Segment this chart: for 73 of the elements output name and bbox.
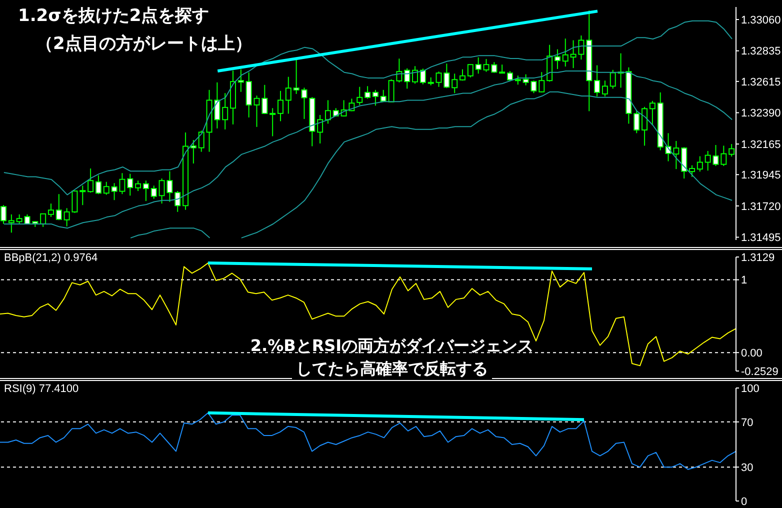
candlestick [48, 203, 54, 218]
annotation: （2点目の方がレートは上） [36, 34, 252, 54]
candlestick [103, 181, 110, 196]
candlestick [372, 89, 378, 106]
candlestick [634, 110, 640, 134]
candlestick [0, 204, 6, 224]
candlestick [610, 69, 616, 90]
annotation: 2.%BとRSIの両方がダイバージェンス [250, 336, 534, 356]
candlestick [127, 173, 134, 196]
candlestick [324, 100, 331, 124]
chart-title: RSI(9) 77.4100 [4, 383, 79, 395]
candlestick [56, 194, 62, 221]
candlestick [88, 168, 94, 194]
candlestick [452, 73, 458, 94]
candlestick [602, 80, 608, 97]
candlestick [475, 56, 482, 74]
candlestick [174, 190, 181, 212]
candlestick [270, 108, 276, 137]
candlestick [198, 130, 204, 152]
candlestick [642, 106, 648, 146]
y-tick-label: 1.33060 [741, 14, 781, 26]
y-tick-label: 0.00 [741, 347, 762, 360]
y-tick-label: 30 [741, 462, 754, 474]
y-tick-label: -0.2529 [741, 366, 778, 378]
y-tick-label: 1 [741, 274, 748, 287]
candlestick [506, 70, 513, 81]
y-tick-label: 100 [741, 382, 760, 395]
annotation: 1.2σを抜けた2点を探す [18, 6, 210, 26]
candlestick [696, 156, 703, 172]
candlestick [356, 86, 363, 106]
candlestick [238, 68, 244, 92]
candlestick [8, 214, 14, 234]
candlestick [554, 48, 560, 70]
candlestick [40, 213, 46, 228]
candlestick [222, 92, 228, 130]
candlestick [277, 90, 284, 122]
candlestick [681, 146, 688, 180]
y-tick-label: 1.32165 [741, 138, 781, 151]
candlestick [285, 76, 292, 114]
line-series [3, 70, 733, 229]
candlestick [95, 174, 102, 195]
candlestick [538, 72, 545, 93]
candlestick [689, 164, 696, 178]
candlestick [262, 84, 268, 114]
y-tick-label: 1.31720 [741, 200, 781, 213]
candlestick [467, 64, 474, 78]
y-tick-label: 1.32390 [741, 108, 781, 120]
annotation: してたら高確率で反転する [292, 359, 492, 379]
candlestick [135, 180, 142, 192]
candlestick [412, 66, 418, 84]
candlestick [142, 180, 149, 202]
candlestick [80, 185, 86, 206]
y-tick-label: 1.32835 [741, 46, 781, 58]
y-tick-label: 1.3129 [741, 252, 775, 264]
candlestick [420, 68, 426, 85]
candlestick [190, 139, 196, 164]
candlestick [704, 150, 711, 172]
candlestick [364, 86, 371, 100]
candlestick [317, 114, 324, 144]
candlestick [594, 64, 600, 97]
candlestick [150, 185, 157, 200]
y-tick-label: 1.31945 [741, 170, 781, 182]
candlestick [649, 100, 656, 126]
y-tick-label: 0 [741, 496, 748, 508]
y-tick-label: 1.32615 [741, 76, 781, 88]
y-tick-label: 70 [741, 416, 754, 429]
candlestick [728, 144, 735, 158]
line-series [0, 412, 736, 470]
y-tick-label: 1.31495 [741, 232, 781, 244]
candlestick [562, 38, 568, 68]
candlestick [514, 75, 521, 86]
chart-title: BBpB(21,2) 0.9764 [4, 252, 98, 264]
candlestick [404, 68, 410, 90]
